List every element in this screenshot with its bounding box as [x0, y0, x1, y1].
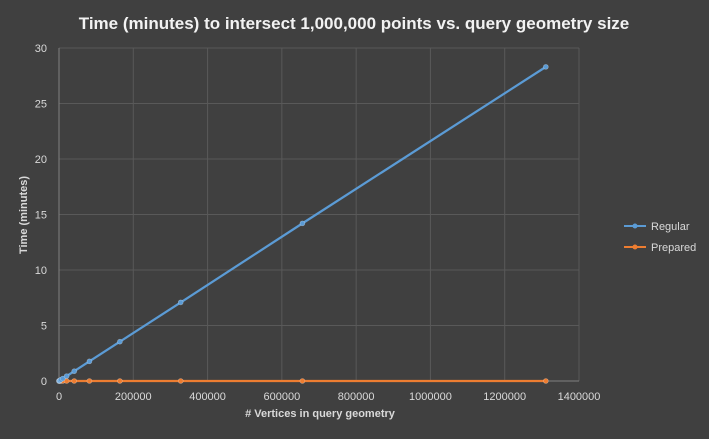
y-tick-label: 5: [41, 321, 47, 333]
y-tick-label: 30: [35, 43, 47, 55]
data-point: [60, 375, 66, 382]
x-tick-label: 200000: [115, 391, 152, 403]
y-tick-label: 15: [35, 210, 47, 222]
data-point: [543, 378, 549, 384]
data-point: [86, 378, 93, 384]
data-point: [71, 368, 78, 375]
data-point: [86, 358, 93, 365]
legend-swatch-marker: [632, 223, 638, 229]
x-tick-label: 400000: [189, 391, 226, 403]
legend-item: Regular: [624, 221, 690, 233]
data-point: [543, 64, 549, 70]
legend-item: Prepared: [624, 242, 696, 254]
y-axis-title: Time (minutes): [18, 176, 30, 254]
axes: 0 200000 400000 600000 800000 1000000 1200000 1…: [35, 43, 601, 403]
data-point: [117, 378, 123, 384]
x-tick-label: 1400000: [558, 391, 601, 403]
data-point: [299, 220, 306, 227]
series-prepared: [56, 378, 549, 384]
y-tick-label: 10: [35, 265, 47, 277]
x-tick-label: 1200000: [483, 391, 526, 403]
legend: Regular Prepared: [624, 221, 696, 254]
data-point: [71, 378, 78, 384]
y-tick-label: 20: [35, 154, 47, 166]
gridlines: [59, 47, 580, 381]
x-tick-label: 1000000: [409, 391, 452, 403]
data-point: [63, 373, 70, 379]
data-point: [177, 378, 184, 384]
data-point: [177, 299, 184, 306]
data-point: [299, 378, 306, 384]
x-tick-label: 0: [56, 391, 62, 403]
x-tick-label: 800000: [338, 391, 375, 403]
legend-label: Regular: [651, 221, 690, 233]
y-tick-label: 25: [35, 99, 47, 111]
chart-title: Time (minutes) to intersect 1,000,000 po…: [79, 14, 630, 33]
x-axis-title: # Vertices in query geometry: [245, 408, 396, 420]
data-point: [117, 338, 123, 345]
series-regular: [56, 64, 549, 384]
legend-swatch-marker: [632, 244, 638, 250]
x-tick-label: 600000: [263, 391, 300, 403]
y-tick-label: 0: [41, 376, 47, 388]
legend-label: Prepared: [651, 242, 696, 254]
series-layer: [56, 64, 549, 384]
